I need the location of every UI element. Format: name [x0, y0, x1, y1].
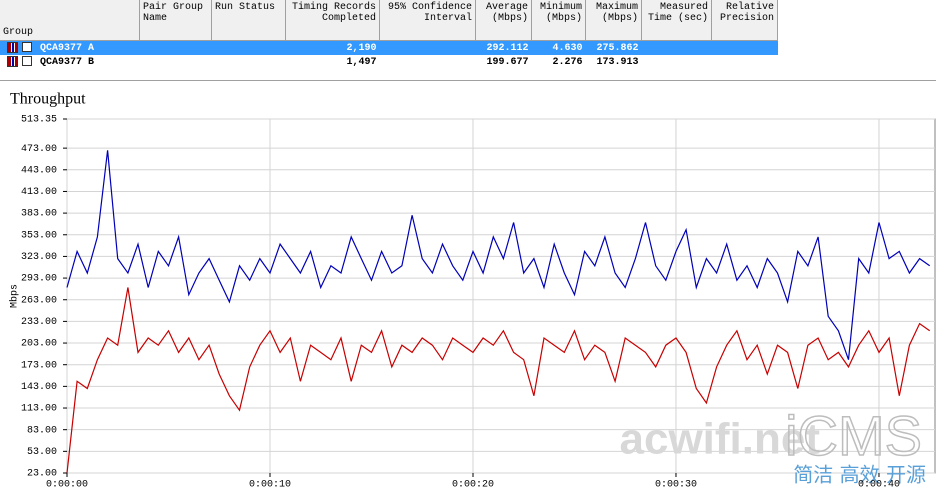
expand-button[interactable] [22, 42, 32, 53]
cell [379, 40, 476, 55]
cell-text: 2.276 [552, 56, 583, 68]
cell: 2,190 [285, 40, 380, 55]
y-tick-label: 233.00 [21, 317, 57, 328]
y-tick-label: 413.00 [21, 187, 57, 198]
y-tick-label: 203.00 [21, 339, 57, 350]
x-tick-label: 0:00:40 [858, 480, 900, 491]
cell-text: 292.112 [486, 42, 529, 54]
cell: 4.630 [531, 40, 586, 55]
cell [139, 40, 212, 55]
y-tick-label: 513.35 [21, 115, 57, 126]
pair-icon [7, 55, 18, 67]
y-tick-label: 323.00 [21, 252, 57, 263]
y-tick-label: 473.00 [21, 144, 57, 155]
cell [711, 40, 778, 55]
y-tick-label: 383.00 [21, 209, 57, 220]
column-header: Minimum (Mbps) [531, 0, 586, 41]
expand-button[interactable] [22, 56, 32, 67]
cell-text: QCA9377 B [40, 57, 95, 69]
y-tick-label: 113.00 [21, 404, 57, 415]
watermark-slogan: 简洁 高效 开源 [793, 463, 926, 487]
cell: 199.677 [476, 55, 532, 69]
y-tick-label: 443.00 [21, 165, 57, 176]
y-tick-label: 83.00 [27, 425, 57, 436]
cell: 2.276 [532, 55, 586, 69]
y-axis-label: Mbps [9, 284, 21, 308]
cell: 275.862 [585, 40, 642, 55]
y-tick-label: 173.00 [21, 360, 57, 371]
y-tick-label: 353.00 [21, 230, 57, 241]
column-header: 95% Confidence Interval [379, 0, 476, 41]
x-tick-label: 0:00:30 [655, 480, 697, 491]
pair-row[interactable]: QCA9377 B 1,497 199.677 2.276 173.913 [0, 55, 778, 69]
cell [641, 40, 712, 55]
cell: 173.913 [586, 55, 642, 69]
column-header: Run Status [211, 0, 286, 41]
pair-icon [7, 41, 18, 53]
column-header: Relative Precision [711, 0, 778, 41]
cell-text: 275.862 [596, 42, 639, 54]
series-line [66, 287, 931, 474]
cell [211, 40, 286, 55]
column-header: Maximum (Mbps) [585, 0, 642, 41]
y-tick-label: 53.00 [27, 447, 57, 458]
cell: QCA9377 B [0, 55, 140, 69]
y-tick-label: 23.00 [27, 469, 57, 480]
cell-text: QCA9377 A [40, 43, 95, 55]
y-tick-label: 143.00 [21, 382, 57, 393]
cell: QCA9377 A [0, 40, 140, 55]
y-tick-label: 293.00 [21, 274, 57, 285]
y-tick-label: 263.00 [21, 295, 57, 306]
column-header: Group [0, 0, 140, 41]
watermark-site: acwifi.net [620, 415, 821, 464]
cell-text: 199.677 [486, 56, 529, 68]
series-line [66, 150, 931, 360]
cell-text: 173.913 [596, 56, 639, 68]
plot-area [66, 118, 936, 474]
results-grid: Group Pair Group Name Run Status Timing Rec… [0, 0, 936, 81]
cell-text: 4.630 [552, 42, 583, 54]
column-header: Timing Records Completed [285, 0, 380, 41]
watermark-brand: iCMS [785, 404, 922, 467]
column-header: Average (Mbps) [475, 0, 532, 41]
column-header: Pair Group Name [139, 0, 212, 41]
column-header: Measured Time (sec) [641, 0, 712, 41]
cell: 292.112 [475, 40, 532, 55]
results-table: Group Pair Group Name Run Status Timing Rec… [0, 0, 778, 69]
x-tick-label: 0:00:00 [46, 480, 88, 491]
cell: 1,497 [286, 55, 380, 69]
x-tick-label: 0:00:10 [249, 480, 291, 491]
cell-text: 1,497 [346, 56, 377, 68]
pair-row[interactable]: QCA9377 A 2,190 292.112 4.630 275.862 [0, 40, 778, 55]
x-tick-label: 0:00:20 [452, 480, 494, 491]
chart-title: Throughput [10, 91, 86, 108]
cell-text: 2,190 [346, 42, 377, 54]
